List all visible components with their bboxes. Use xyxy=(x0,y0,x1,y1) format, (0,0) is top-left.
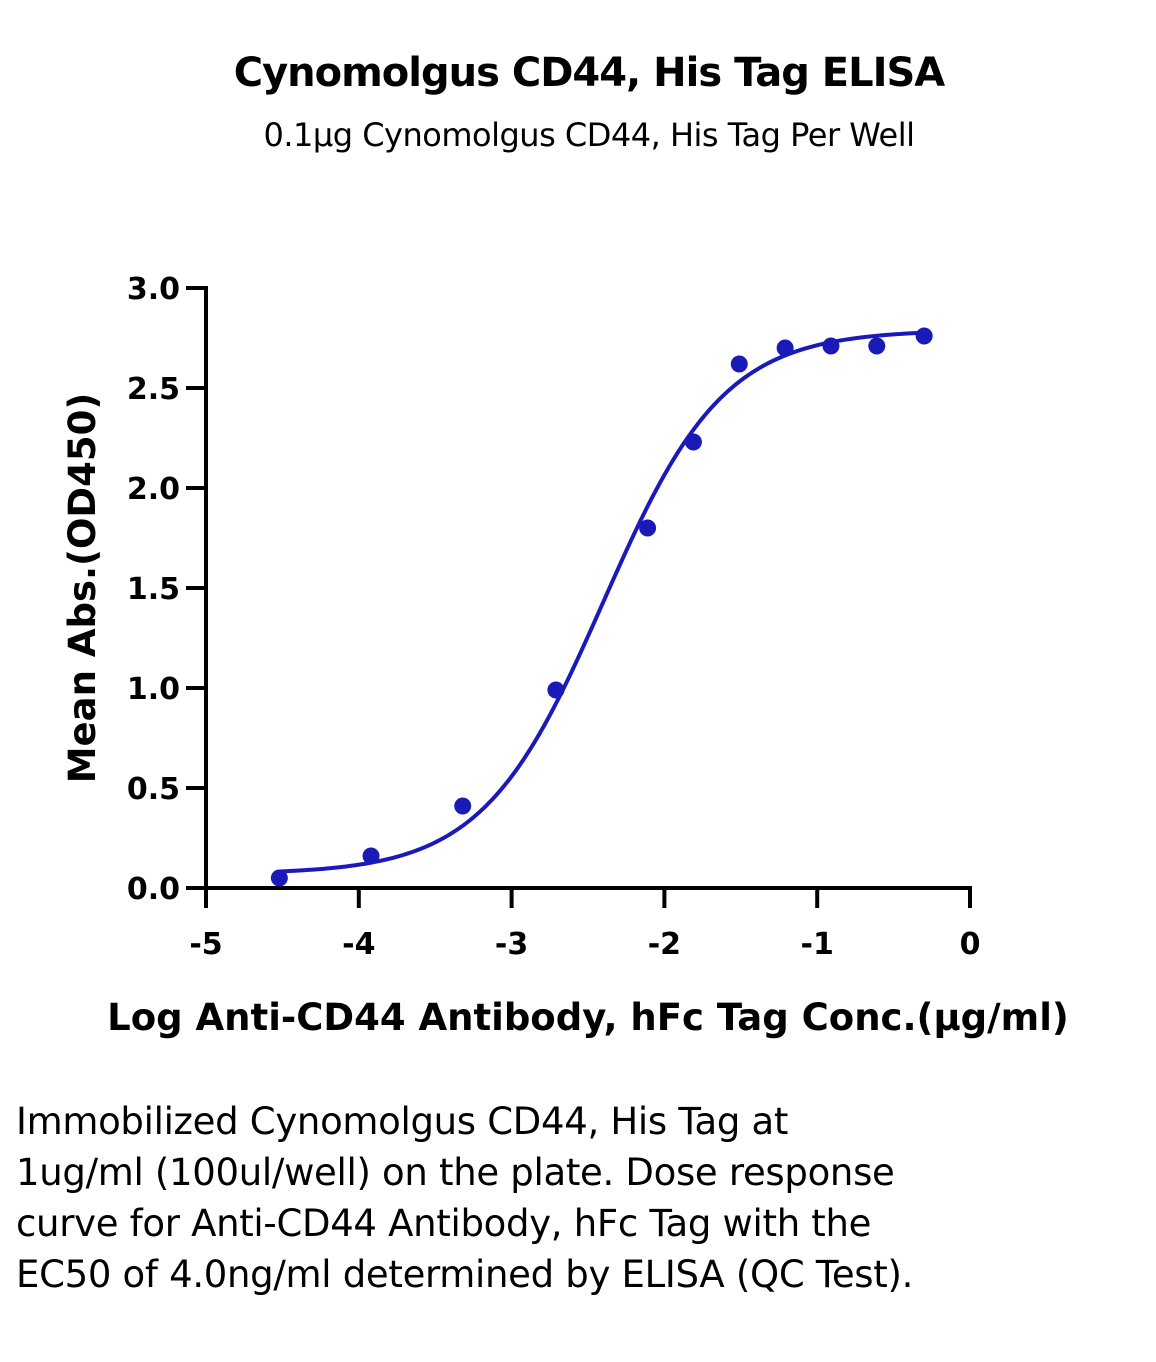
x-tick-label: -2 xyxy=(648,927,681,962)
figure-caption: Immobilized Cynomolgus CD44, His Tag at … xyxy=(16,1100,914,1296)
chart-title: Cynomolgus CD44, His Tag ELISA xyxy=(233,50,946,96)
y-tick-label: 1.0 xyxy=(127,672,180,707)
x-tick-label: -5 xyxy=(189,927,222,962)
y-tick-label: 1.5 xyxy=(127,572,180,607)
data-point xyxy=(454,797,472,815)
fit-curve xyxy=(279,330,925,874)
chart-plot: 0.0 0.5 1.0 1.5 2.0 2.5 3.0 -5 -4 -3 -2 -1 0 Log Ant… xyxy=(61,272,1069,1039)
data-point xyxy=(270,869,288,887)
x-tick-label: 0 xyxy=(960,927,981,962)
x-tick-label: -1 xyxy=(801,927,834,962)
y-tick-label: 3.0 xyxy=(127,272,180,307)
data-point xyxy=(730,355,748,373)
x-axis-title: Log Anti-CD44 Antibody, hFc Tag Conc.(μg… xyxy=(107,996,1069,1039)
data-point xyxy=(684,433,702,451)
y-tick-label: 2.0 xyxy=(127,472,180,507)
y-tick-label: 2.5 xyxy=(127,372,180,407)
data-point xyxy=(776,339,794,357)
x-tick-label: -4 xyxy=(342,927,375,962)
x-tick-label: -3 xyxy=(495,927,528,962)
fit-curve-layer xyxy=(279,330,925,874)
data-point xyxy=(362,847,380,865)
y-axis-title: Mean Abs.(OD450) xyxy=(61,393,104,784)
data-point xyxy=(639,519,657,537)
chart-subtitle: 0.1μg Cynomolgus CD44, His Tag Per Well xyxy=(263,116,915,154)
data-point xyxy=(868,337,886,355)
data-point xyxy=(822,337,840,355)
y-tick-label: 0.0 xyxy=(127,872,180,907)
data-point xyxy=(915,327,933,345)
data-point xyxy=(547,681,565,699)
y-tick-label: 0.5 xyxy=(127,772,180,807)
axes: 0.0 0.5 1.0 1.5 2.0 2.5 3.0 -5 -4 -3 -2 -1 0 xyxy=(127,272,981,962)
data-points-layer xyxy=(270,327,933,887)
